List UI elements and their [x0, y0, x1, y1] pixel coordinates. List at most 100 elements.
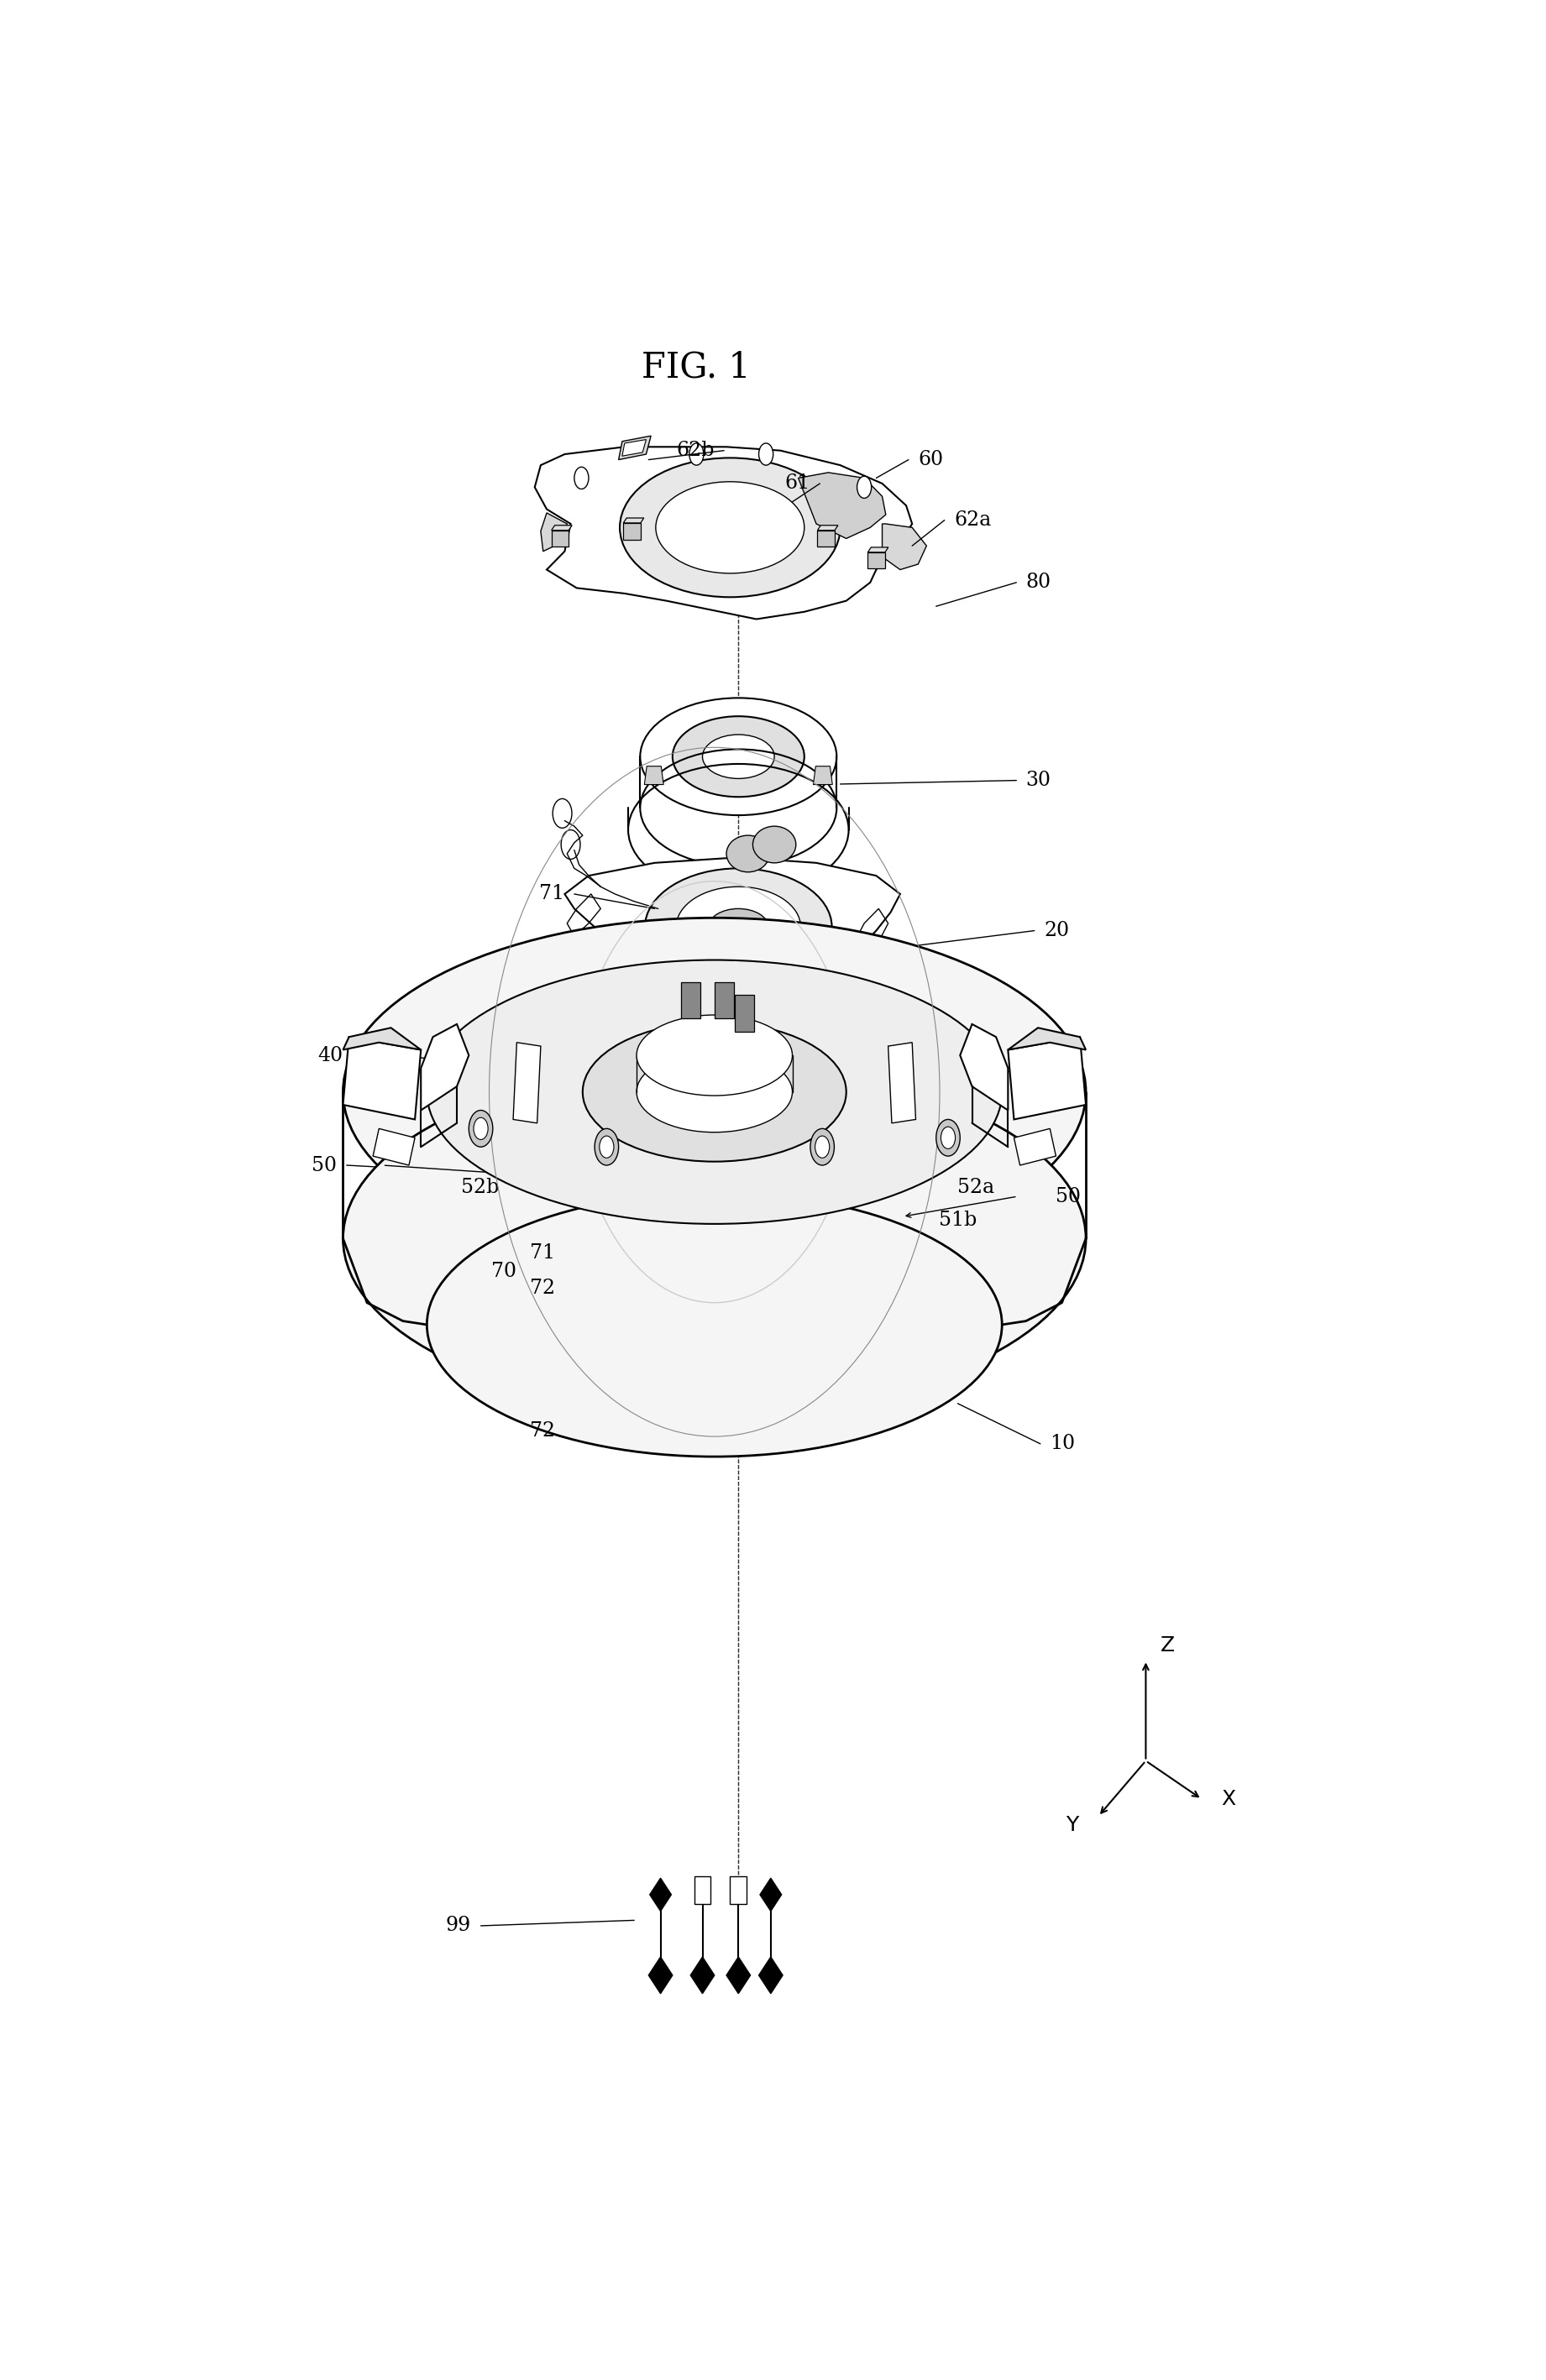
Polygon shape — [649, 1956, 673, 1994]
Text: 72: 72 — [530, 1278, 555, 1297]
Text: 61: 61 — [785, 474, 810, 493]
Ellipse shape — [343, 919, 1085, 1266]
Text: 71: 71 — [530, 1245, 555, 1264]
Text: 71: 71 — [540, 885, 564, 904]
Ellipse shape — [620, 457, 841, 597]
Polygon shape — [867, 547, 889, 552]
Polygon shape — [761, 1878, 782, 1911]
Polygon shape — [343, 1028, 421, 1050]
Circle shape — [600, 1135, 614, 1159]
Polygon shape — [645, 766, 663, 785]
Polygon shape — [513, 1042, 541, 1123]
Text: 62b: 62b — [676, 440, 714, 459]
Ellipse shape — [583, 1023, 846, 1161]
Polygon shape — [813, 766, 832, 785]
Text: 40: 40 — [1056, 1061, 1081, 1081]
Ellipse shape — [640, 697, 836, 816]
Ellipse shape — [427, 959, 1002, 1223]
Ellipse shape — [637, 1014, 792, 1095]
Circle shape — [759, 443, 773, 464]
Circle shape — [935, 1119, 960, 1157]
Polygon shape — [618, 436, 651, 459]
Polygon shape — [535, 447, 912, 619]
Text: 10: 10 — [1050, 1435, 1074, 1454]
Ellipse shape — [673, 716, 804, 797]
Polygon shape — [373, 1128, 414, 1166]
Polygon shape — [714, 983, 734, 1019]
Ellipse shape — [841, 1138, 960, 1211]
Polygon shape — [690, 1273, 708, 1295]
Text: 42a: 42a — [966, 1085, 1003, 1104]
Text: 99: 99 — [445, 1916, 472, 1935]
Polygon shape — [343, 1038, 421, 1119]
Polygon shape — [730, 1875, 747, 1904]
Polygon shape — [623, 519, 643, 524]
Text: Y: Y — [1065, 1816, 1079, 1835]
Polygon shape — [421, 1023, 468, 1109]
Polygon shape — [759, 1956, 782, 1994]
Polygon shape — [560, 1100, 625, 1140]
Ellipse shape — [343, 1064, 1085, 1414]
Polygon shape — [552, 526, 572, 531]
Polygon shape — [574, 1040, 640, 1100]
Text: 60: 60 — [918, 450, 943, 469]
Polygon shape — [541, 512, 567, 552]
Ellipse shape — [753, 826, 796, 864]
Polygon shape — [1014, 1128, 1056, 1166]
Polygon shape — [741, 1278, 761, 1302]
Text: 40: 40 — [318, 1045, 343, 1064]
Polygon shape — [580, 1066, 654, 1102]
Text: 41a: 41a — [498, 1054, 535, 1073]
Text: 51a: 51a — [482, 1147, 519, 1166]
Polygon shape — [960, 1023, 1008, 1109]
Polygon shape — [818, 531, 835, 547]
Text: 72: 72 — [530, 1421, 555, 1440]
Polygon shape — [867, 552, 884, 569]
Text: 41b: 41b — [935, 1119, 974, 1138]
Ellipse shape — [656, 481, 804, 574]
Polygon shape — [623, 524, 640, 540]
Circle shape — [468, 1109, 493, 1147]
Polygon shape — [727, 1956, 750, 1994]
Ellipse shape — [532, 1126, 646, 1197]
Ellipse shape — [427, 1192, 1002, 1457]
Circle shape — [561, 1190, 569, 1202]
Text: 52a: 52a — [957, 1178, 994, 1197]
Ellipse shape — [708, 909, 768, 945]
Polygon shape — [694, 1875, 711, 1904]
Ellipse shape — [512, 1164, 617, 1230]
Polygon shape — [552, 1076, 614, 1138]
Polygon shape — [552, 531, 569, 547]
Text: Z: Z — [1160, 1635, 1175, 1656]
Polygon shape — [830, 1116, 901, 1152]
Circle shape — [895, 1166, 904, 1183]
Ellipse shape — [676, 888, 801, 966]
Ellipse shape — [821, 1166, 935, 1238]
Text: 51b: 51b — [938, 1211, 977, 1230]
Polygon shape — [734, 995, 754, 1031]
Circle shape — [574, 466, 589, 488]
Text: 62a: 62a — [954, 512, 991, 531]
Polygon shape — [798, 474, 886, 538]
Polygon shape — [1008, 1028, 1085, 1050]
Text: 50: 50 — [312, 1157, 337, 1176]
Ellipse shape — [637, 1052, 792, 1133]
Circle shape — [815, 1135, 830, 1159]
Polygon shape — [883, 524, 926, 569]
Polygon shape — [887, 1042, 915, 1123]
Polygon shape — [691, 1956, 714, 1994]
Circle shape — [810, 1128, 835, 1166]
Polygon shape — [717, 1273, 736, 1295]
Text: 80: 80 — [1027, 574, 1051, 593]
Circle shape — [584, 1154, 594, 1169]
Circle shape — [942, 1126, 955, 1150]
Text: 20: 20 — [1044, 921, 1070, 940]
Text: FIG. 1: FIG. 1 — [642, 350, 751, 386]
Text: 70: 70 — [492, 1261, 516, 1280]
Text: 30: 30 — [1027, 771, 1051, 790]
Polygon shape — [1008, 1038, 1085, 1119]
Circle shape — [856, 476, 872, 497]
Ellipse shape — [645, 869, 832, 985]
Polygon shape — [649, 1878, 671, 1911]
Text: 50: 50 — [1056, 1188, 1081, 1207]
